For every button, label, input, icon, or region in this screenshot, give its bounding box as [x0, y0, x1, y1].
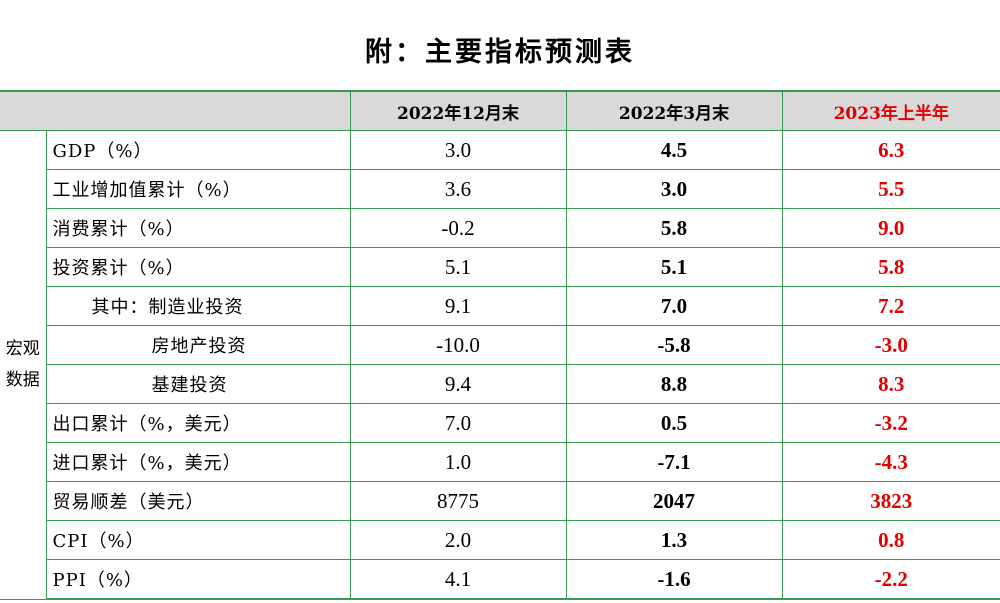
- value-2023-h1: -4.3: [781, 442, 1000, 482]
- value-2022-mar: 8.8: [565, 364, 782, 404]
- row-label: 其中：制造业投资: [45, 286, 350, 326]
- row-label: 进口累计（%，美元）: [45, 442, 350, 482]
- value-2023-h1: 0.8: [781, 520, 1000, 560]
- value-2022-dec: -10.0: [349, 325, 566, 365]
- row-label: 房地产投资: [45, 325, 350, 365]
- value-2022-mar: 5.1: [565, 247, 782, 287]
- table-row: CPI（%） 2.0 1.3 0.8: [0, 520, 1000, 560]
- category-label-line1: 宏观: [5, 338, 40, 359]
- value-2022-dec: 3.6: [349, 169, 566, 209]
- value-2022-mar: -5.8: [565, 325, 782, 365]
- value-2022-dec: 4.1: [349, 559, 566, 600]
- value-2022-dec: 9.1: [349, 286, 566, 326]
- header-2022-mar: 2022年3月末: [565, 90, 782, 131]
- table-row: 工业增加值累计（%） 3.6 3.0 5.5: [0, 169, 1000, 209]
- row-label: 消费累计（%）: [45, 208, 350, 248]
- table-row: 出口累计（%，美元） 7.0 0.5 -3.2: [0, 403, 1000, 443]
- value-2022-mar: 7.0: [565, 286, 782, 326]
- row-label: PPI（%）: [45, 559, 350, 600]
- value-2022-dec: 9.4: [349, 364, 566, 404]
- table-row: 其中：制造业投资 9.1 7.0 7.2: [0, 286, 1000, 326]
- value-2023-h1: 5.5: [781, 169, 1000, 209]
- table-title: 附：主要指标预测表: [365, 37, 635, 68]
- value-2022-mar: 0.5: [565, 403, 782, 443]
- value-2022-dec: 3.0: [349, 130, 566, 170]
- value-2022-mar: 5.8: [565, 208, 782, 248]
- table-row: 基建投资 9.4 8.8 8.3: [0, 364, 1000, 404]
- value-2023-h1: -3.0: [781, 325, 1000, 365]
- value-2022-mar: 3.0: [565, 169, 782, 209]
- value-2023-h1: -3.2: [781, 403, 1000, 443]
- row-label: 工业增加值累计（%）: [45, 169, 350, 209]
- row-label: 贸易顺差（美元）: [45, 481, 350, 521]
- category-label-line2: 数据: [5, 369, 40, 390]
- value-2022-mar: -1.6: [565, 559, 782, 600]
- row-label: 基建投资: [45, 364, 350, 404]
- category-cell: 宏观 数据: [0, 130, 46, 600]
- value-2023-h1: 8.3: [781, 364, 1000, 404]
- value-2022-dec: -0.2: [349, 208, 566, 248]
- value-2023-h1: -2.2: [781, 559, 1000, 600]
- value-2022-dec: 8775: [349, 481, 566, 521]
- value-2023-h1: 5.8: [781, 247, 1000, 287]
- row-label: 投资累计（%）: [45, 247, 350, 287]
- value-2023-h1: 3823: [781, 481, 1000, 521]
- value-2022-dec: 5.1: [349, 247, 566, 287]
- value-2022-mar: 2047: [565, 481, 782, 521]
- header-blank-cell: [0, 90, 350, 131]
- header-2023-h1: 2023年上半年: [781, 90, 1000, 131]
- value-2023-h1: 7.2: [781, 286, 1000, 326]
- value-2022-mar: 1.3: [565, 520, 782, 560]
- forecast-table: 2022年12月末 2022年3月末 2023年上半年 宏观 数据 GDP（%）…: [0, 90, 1000, 600]
- header-row: 2022年12月末 2022年3月末 2023年上半年: [0, 90, 1000, 131]
- value-2023-h1: 9.0: [781, 208, 1000, 248]
- table-row: 宏观 数据 GDP（%） 3.0 4.5 6.3: [0, 130, 1000, 600]
- row-label: GDP（%）: [45, 130, 350, 170]
- value-2023-h1: 6.3: [781, 130, 1000, 170]
- value-2022-dec: 7.0: [349, 403, 566, 443]
- table-row: 贸易顺差（美元） 8775 2047 3823: [0, 481, 1000, 521]
- value-2022-dec: 2.0: [349, 520, 566, 560]
- header-2022-dec: 2022年12月末: [349, 90, 566, 131]
- value-2022-mar: -7.1: [565, 442, 782, 482]
- row-label: CPI（%）: [45, 520, 350, 560]
- table-row: 房地产投资 -10.0 -5.8 -3.0: [0, 325, 1000, 365]
- value-2022-mar: 4.5: [565, 130, 782, 170]
- row-label: 出口累计（%，美元）: [45, 403, 350, 443]
- table-row: PPI（%） 4.1 -1.6 -2.2: [0, 559, 1000, 600]
- table-row: 进口累计（%，美元） 1.0 -7.1 -4.3: [0, 442, 1000, 482]
- table-row: 投资累计（%） 5.1 5.1 5.8: [0, 247, 1000, 287]
- value-2022-dec: 1.0: [349, 442, 566, 482]
- table-row: 消费累计（%） -0.2 5.8 9.0: [0, 208, 1000, 248]
